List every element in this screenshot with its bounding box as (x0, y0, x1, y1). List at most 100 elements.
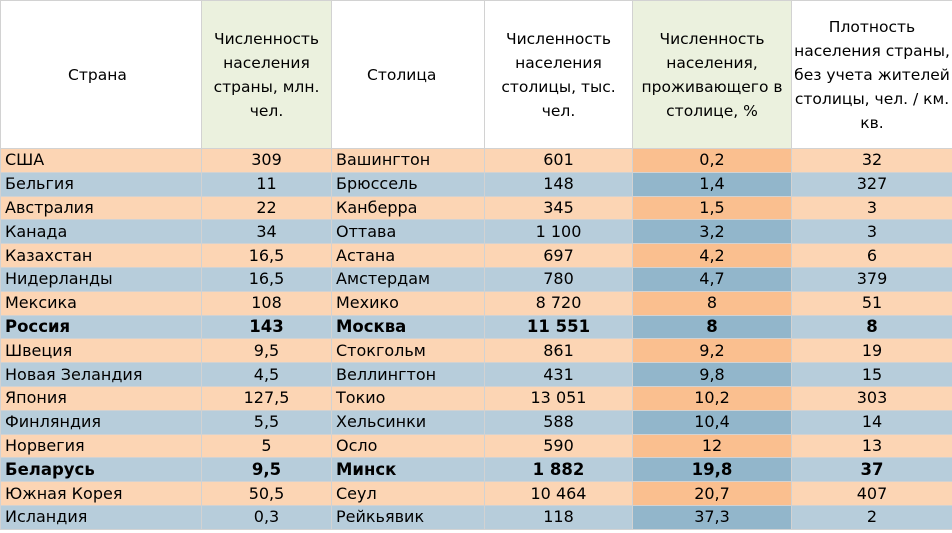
cell-capital-share: 20,7 (632, 481, 792, 506)
table-row: Нидерланды 16,5 Амстердам 780 4,7 379 (0, 266, 952, 292)
cell-density: 407 (791, 481, 952, 506)
cell-capital-population: 345 (484, 195, 633, 221)
cell-country-population: 309 (201, 148, 332, 173)
table-row: Финляндия 5,5 Хельсинки 588 10,4 14 (0, 409, 952, 435)
table-row: Мексика 108 Мехико 8 720 8 51 (0, 290, 952, 316)
cell-country-population: 127,5 (201, 385, 332, 411)
cell-density: 51 (791, 290, 952, 316)
cell-capital-share: 9,8 (632, 362, 792, 387)
cell-capital: Токио (331, 385, 485, 411)
cell-country-population: 50,5 (201, 481, 332, 506)
cell-capital-share: 19,8 (632, 457, 792, 483)
cell-capital-population: 118 (484, 504, 633, 530)
cell-country: Новая Зеландия (0, 362, 202, 387)
table-row: Беларусь 9,5 Минск 1 882 19,8 37 (0, 457, 952, 483)
table-row: США 309 Вашингтон 601 0,2 32 (0, 148, 952, 173)
cell-country: Россия (0, 314, 202, 340)
cell-capital-population: 780 (484, 266, 633, 292)
cell-capital-share: 3,2 (632, 219, 792, 245)
cell-country: Казахстан (0, 243, 202, 268)
cell-country-population: 22 (201, 195, 332, 221)
cell-capital-population: 10 464 (484, 481, 633, 506)
cell-density: 8 (791, 314, 952, 340)
table-row: Австралия 22 Канберра 345 1,5 3 (0, 195, 952, 221)
cell-capital-population: 1 882 (484, 457, 633, 483)
cell-capital: Амстердам (331, 266, 485, 292)
cell-capital-share: 8 (632, 290, 792, 316)
table-row: Швеция 9,5 Стокгольм 861 9,2 19 (0, 338, 952, 364)
table-row: Бельгия 11 Брюссель 148 1,4 327 (0, 171, 952, 197)
cell-country-population: 16,5 (201, 266, 332, 292)
cell-country-population: 5 (201, 433, 332, 459)
cell-country-population: 34 (201, 219, 332, 245)
cell-capital-population: 590 (484, 433, 633, 459)
cell-capital-population: 697 (484, 243, 633, 268)
header-country-population: Численность населения страны, млн. чел. (201, 0, 332, 149)
cell-capital-share: 1,4 (632, 171, 792, 197)
cell-country: Финляндия (0, 409, 202, 435)
cell-capital-share: 8 (632, 314, 792, 340)
cell-capital-share: 1,5 (632, 195, 792, 221)
cell-capital-population: 13 051 (484, 385, 633, 411)
cell-density: 379 (791, 266, 952, 292)
table-row: Норвегия 5 Осло 590 12 13 (0, 433, 952, 459)
header-row: Страна Численность населения страны, млн… (0, 0, 952, 149)
cell-density: 19 (791, 338, 952, 364)
cell-density: 303 (791, 385, 952, 411)
cell-density: 14 (791, 409, 952, 435)
cell-country: Нидерланды (0, 266, 202, 292)
cell-capital-share: 37,3 (632, 504, 792, 530)
table-row: Южная Корея 50,5 Сеул 10 464 20,7 407 (0, 481, 952, 506)
cell-capital: Хельсинки (331, 409, 485, 435)
cell-capital: Осло (331, 433, 485, 459)
cell-capital: Минск (331, 457, 485, 483)
cell-capital: Рейкьявик (331, 504, 485, 530)
cell-country: Бельгия (0, 171, 202, 197)
cell-country: Мексика (0, 290, 202, 316)
cell-capital-share: 9,2 (632, 338, 792, 364)
header-capital-share: Численность населения, проживающего в ст… (632, 0, 792, 149)
cell-country-population: 11 (201, 171, 332, 197)
cell-density: 37 (791, 457, 952, 483)
cell-capital: Москва (331, 314, 485, 340)
cell-density: 6 (791, 243, 952, 268)
cell-capital-share: 4,2 (632, 243, 792, 268)
table-row: Канада 34 Оттава 1 100 3,2 3 (0, 219, 952, 245)
cell-capital-population: 11 551 (484, 314, 633, 340)
table-row: Япония 127,5 Токио 13 051 10,2 303 (0, 385, 952, 411)
cell-density: 3 (791, 195, 952, 221)
cell-country: Швеция (0, 338, 202, 364)
cell-country-population: 9,5 (201, 338, 332, 364)
cell-country-population: 4,5 (201, 362, 332, 387)
cell-country-population: 143 (201, 314, 332, 340)
cell-capital: Оттава (331, 219, 485, 245)
cell-capital: Брюссель (331, 171, 485, 197)
table-row: Новая Зеландия 4,5 Веллингтон 431 9,8 15 (0, 362, 952, 387)
cell-country: Норвегия (0, 433, 202, 459)
header-country: Страна (0, 0, 202, 149)
cell-density: 15 (791, 362, 952, 387)
cell-capital-share: 10,2 (632, 385, 792, 411)
cell-country-population: 5,5 (201, 409, 332, 435)
cell-country-population: 108 (201, 290, 332, 316)
header-capital: Столица (331, 0, 485, 149)
cell-capital-share: 10,4 (632, 409, 792, 435)
cell-capital: Мехико (331, 290, 485, 316)
cell-capital: Астана (331, 243, 485, 268)
cell-capital-population: 588 (484, 409, 633, 435)
cell-country: Беларусь (0, 457, 202, 483)
cell-capital-population: 1 100 (484, 219, 633, 245)
cell-density: 3 (791, 219, 952, 245)
cell-capital: Канберра (331, 195, 485, 221)
cell-country-population: 0,3 (201, 504, 332, 530)
cell-capital: Стокгольм (331, 338, 485, 364)
cell-country: Австралия (0, 195, 202, 221)
cell-capital-share: 0,2 (632, 148, 792, 173)
cell-capital: Веллингтон (331, 362, 485, 387)
table-row: Россия 143 Москва 11 551 8 8 (0, 314, 952, 340)
cell-capital: Сеул (331, 481, 485, 506)
header-density: Плотность населения страны, без учета жи… (791, 0, 952, 149)
cell-density: 2 (791, 504, 952, 530)
cell-country: Южная Корея (0, 481, 202, 506)
